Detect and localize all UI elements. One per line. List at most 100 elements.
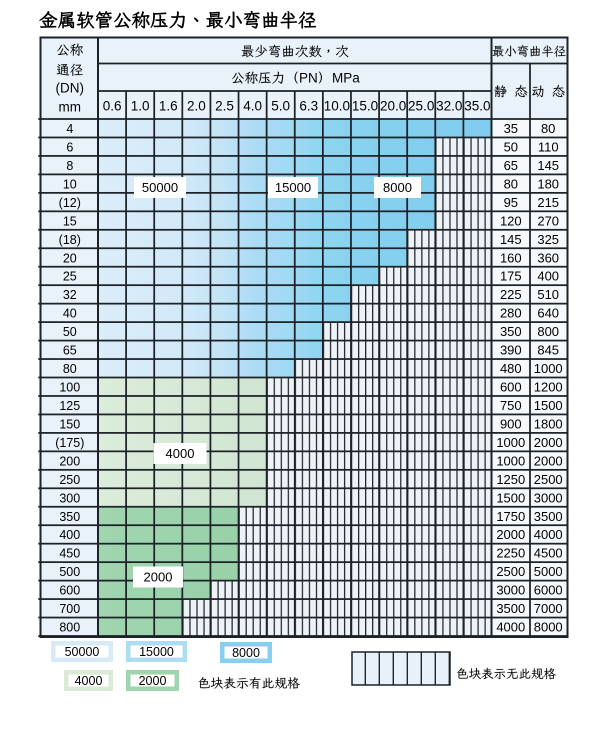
svg-text:8000: 8000 (534, 620, 563, 635)
svg-text:32.0: 32.0 (436, 99, 462, 114)
svg-text:1250: 1250 (496, 472, 525, 487)
svg-text:15000: 15000 (275, 180, 311, 195)
svg-text:(DN): (DN) (56, 81, 85, 96)
svg-text:8: 8 (66, 159, 73, 173)
svg-text:300: 300 (59, 491, 80, 505)
svg-text:50: 50 (63, 325, 77, 339)
svg-text:1.6: 1.6 (159, 99, 178, 114)
svg-text:15000: 15000 (139, 645, 174, 659)
svg-text:PN: PN (299, 71, 318, 86)
svg-text:MPa: MPa (332, 71, 360, 86)
svg-text:1750: 1750 (496, 509, 525, 524)
svg-text:15: 15 (63, 214, 77, 228)
svg-text:4500: 4500 (534, 546, 563, 561)
svg-text:325: 325 (537, 232, 559, 247)
svg-text:20: 20 (63, 251, 77, 265)
svg-text:6: 6 (66, 141, 73, 155)
svg-text:2000: 2000 (534, 453, 563, 468)
svg-text:65: 65 (63, 344, 77, 358)
svg-text:0.6: 0.6 (103, 99, 122, 114)
svg-text:4000: 4000 (75, 674, 103, 688)
svg-text:35.0: 35.0 (464, 99, 490, 114)
svg-text:3500: 3500 (534, 509, 563, 524)
svg-text:80: 80 (63, 362, 77, 376)
svg-text:845: 845 (537, 343, 559, 358)
svg-text:4000: 4000 (496, 620, 525, 635)
svg-text:10: 10 (63, 177, 77, 191)
svg-text:3000: 3000 (496, 583, 525, 598)
svg-text:145: 145 (537, 158, 559, 173)
svg-text:145: 145 (500, 232, 522, 247)
svg-text:50000: 50000 (142, 180, 178, 195)
svg-text:40: 40 (63, 307, 77, 321)
svg-text:750: 750 (500, 398, 522, 413)
svg-text:150: 150 (59, 418, 80, 432)
svg-text:200: 200 (59, 454, 80, 468)
svg-text:2.5: 2.5 (215, 99, 234, 114)
svg-text:mm: mm (59, 100, 82, 115)
svg-text:800: 800 (59, 621, 80, 635)
svg-text:8000: 8000 (383, 180, 412, 195)
svg-text:50000: 50000 (65, 645, 100, 659)
svg-text:7000: 7000 (534, 601, 563, 616)
svg-text:180: 180 (537, 176, 559, 191)
svg-text:350: 350 (59, 510, 80, 524)
svg-text:640: 640 (537, 306, 559, 321)
svg-text:2000: 2000 (534, 435, 563, 450)
svg-text:80: 80 (504, 176, 518, 191)
svg-text:8000: 8000 (232, 646, 260, 660)
svg-text:1500: 1500 (534, 398, 563, 413)
svg-text:2500: 2500 (496, 564, 525, 579)
svg-text:400: 400 (59, 528, 80, 542)
svg-text:2250: 2250 (496, 546, 525, 561)
svg-text:10.0: 10.0 (324, 99, 350, 114)
svg-text:2.0: 2.0 (187, 99, 206, 114)
svg-text:5.0: 5.0 (271, 99, 290, 114)
svg-text:400: 400 (537, 269, 559, 284)
svg-text:95: 95 (504, 195, 518, 210)
svg-text:2000: 2000 (144, 570, 173, 585)
svg-text:3500: 3500 (496, 601, 525, 616)
svg-text:480: 480 (500, 361, 522, 376)
svg-text:5000: 5000 (534, 564, 563, 579)
svg-text:80: 80 (541, 121, 555, 136)
svg-text:120: 120 (500, 213, 522, 228)
svg-text:2500: 2500 (534, 472, 563, 487)
svg-text:2000: 2000 (139, 674, 167, 688)
svg-text:(175): (175) (55, 436, 84, 450)
svg-text:600: 600 (59, 584, 80, 598)
svg-text:65: 65 (504, 158, 518, 173)
svg-text:250: 250 (59, 473, 80, 487)
svg-text:(12): (12) (59, 196, 81, 210)
svg-text:125: 125 (59, 399, 80, 413)
svg-text:1000: 1000 (534, 361, 563, 376)
svg-text:25.0: 25.0 (408, 99, 434, 114)
svg-text:(18): (18) (59, 233, 81, 247)
svg-text:160: 160 (500, 250, 522, 265)
svg-text:360: 360 (537, 250, 559, 265)
svg-text:450: 450 (59, 547, 80, 561)
svg-text:1000: 1000 (496, 435, 525, 450)
svg-text:215: 215 (537, 195, 559, 210)
svg-text:4000: 4000 (166, 446, 195, 461)
svg-text:900: 900 (500, 417, 522, 432)
svg-text:3000: 3000 (534, 490, 563, 505)
svg-text:2000: 2000 (496, 527, 525, 542)
svg-text:4000: 4000 (534, 527, 563, 542)
svg-text:600: 600 (500, 380, 522, 395)
svg-text:100: 100 (59, 381, 80, 395)
svg-text:390: 390 (500, 343, 522, 358)
svg-text:15.0: 15.0 (352, 99, 378, 114)
svg-text:35: 35 (504, 121, 518, 136)
svg-text:800: 800 (537, 324, 559, 339)
svg-text:20.0: 20.0 (380, 99, 406, 114)
svg-text:32: 32 (63, 288, 77, 302)
svg-text:1500: 1500 (496, 490, 525, 505)
svg-text:700: 700 (59, 602, 80, 616)
svg-text:1000: 1000 (496, 453, 525, 468)
svg-text:1200: 1200 (534, 380, 563, 395)
svg-text:4.0: 4.0 (243, 99, 262, 114)
svg-text:4: 4 (66, 122, 73, 136)
svg-text:25: 25 (63, 270, 77, 284)
svg-text:50: 50 (504, 140, 518, 155)
